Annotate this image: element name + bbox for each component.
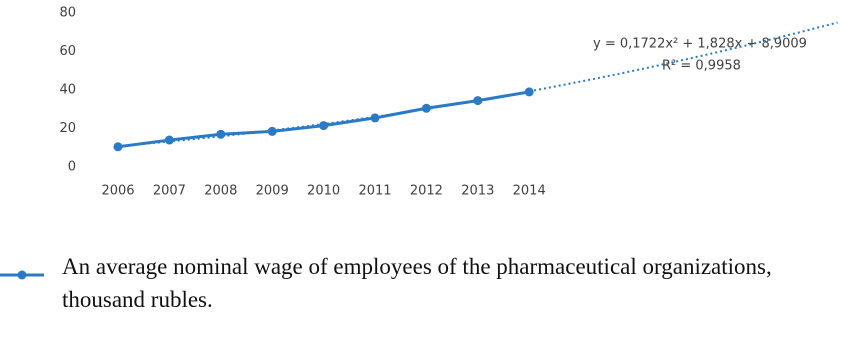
x-tick-label: 2011 [358,184,391,199]
x-tick-label: 2013 [461,184,494,199]
data-point [319,121,329,131]
data-point [216,129,226,139]
trendline-r-squared: R² = 0,9958 [662,59,741,74]
data-point [267,126,277,136]
data-point [473,96,483,106]
y-tick-label: 60 [59,44,76,59]
x-tick-label: 2007 [153,184,186,199]
data-point [113,142,123,152]
x-tick-label: 2012 [410,184,443,199]
legend-marker [17,270,27,280]
data-point [524,87,534,97]
series-line [117,90,530,149]
y-tick-label: 40 [59,83,76,98]
data-point [164,135,174,145]
data-point [370,113,380,123]
data-point [421,103,431,113]
legend-text: An average nominal wage of employees of … [62,254,772,312]
y-tick-label: 80 [59,6,76,21]
y-tick-label: 0 [68,160,76,175]
x-tick-label: 2006 [101,184,134,199]
x-tick-label: 2010 [307,184,340,199]
trendline-equation: y = 0,1722x² + 1,828x + 8,9009 [593,37,807,52]
x-tick-label: 2008 [204,184,237,199]
x-tick-label: 2009 [256,184,289,199]
y-tick-label: 20 [59,121,76,136]
x-tick-label: 2014 [513,184,546,199]
